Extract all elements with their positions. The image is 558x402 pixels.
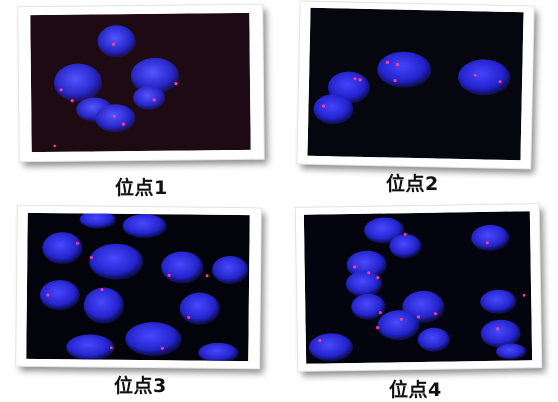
site-caption-3: 位点3 [114,375,167,397]
fluorescence-image-3 [26,212,250,362]
fluorescence-image-4 [303,211,533,364]
site-caption-4: 位点4 [389,379,442,401]
fluorescence-image-1 [30,12,251,153]
site-caption-1: 位点1 [115,177,168,199]
fluorescence-image-2 [307,7,524,161]
site-caption-2: 位点2 [386,173,439,195]
